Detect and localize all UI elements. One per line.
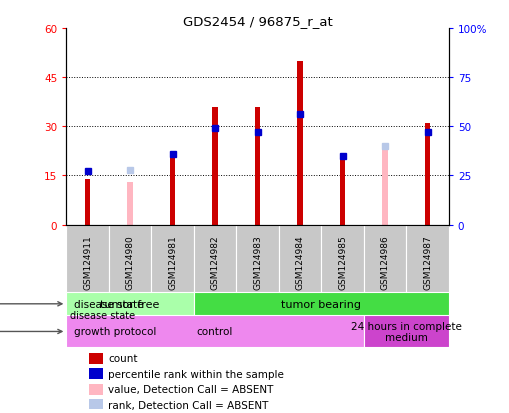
FancyBboxPatch shape bbox=[66, 316, 363, 348]
Text: count: count bbox=[108, 354, 137, 363]
Bar bbox=[85, 179, 90, 225]
Bar bbox=[89, 368, 102, 380]
Text: GSM124982: GSM124982 bbox=[210, 235, 219, 290]
FancyBboxPatch shape bbox=[321, 225, 363, 292]
FancyBboxPatch shape bbox=[193, 225, 236, 292]
Text: GSM124980: GSM124980 bbox=[125, 235, 134, 290]
Text: rank, Detection Call = ABSENT: rank, Detection Call = ABSENT bbox=[108, 400, 268, 410]
Bar bbox=[89, 384, 102, 395]
Text: percentile rank within the sample: percentile rank within the sample bbox=[108, 369, 284, 379]
Bar bbox=[127, 183, 132, 225]
Text: GSM124911: GSM124911 bbox=[83, 235, 92, 290]
Text: GSM124984: GSM124984 bbox=[295, 235, 304, 290]
Text: value, Detection Call = ABSENT: value, Detection Call = ABSENT bbox=[108, 384, 273, 394]
Text: disease state: disease state bbox=[70, 311, 135, 321]
FancyBboxPatch shape bbox=[193, 292, 448, 316]
FancyBboxPatch shape bbox=[363, 225, 406, 292]
Text: disease state: disease state bbox=[0, 299, 62, 309]
FancyBboxPatch shape bbox=[236, 225, 278, 292]
Text: GSM124987: GSM124987 bbox=[422, 235, 431, 290]
Text: growth protocol: growth protocol bbox=[74, 327, 156, 337]
FancyBboxPatch shape bbox=[108, 225, 151, 292]
Text: growth protocol: growth protocol bbox=[0, 327, 62, 337]
Text: GSM124983: GSM124983 bbox=[252, 235, 262, 290]
Text: disease state: disease state bbox=[74, 299, 143, 309]
Text: control: control bbox=[196, 327, 233, 337]
FancyBboxPatch shape bbox=[66, 292, 193, 316]
Title: GDS2454 / 96875_r_at: GDS2454 / 96875_r_at bbox=[182, 15, 332, 28]
Bar bbox=[254, 107, 260, 225]
Bar bbox=[297, 62, 302, 225]
FancyBboxPatch shape bbox=[66, 225, 108, 292]
Bar bbox=[382, 147, 387, 225]
Text: GSM124985: GSM124985 bbox=[337, 235, 346, 290]
FancyBboxPatch shape bbox=[151, 225, 193, 292]
Text: GSM124981: GSM124981 bbox=[168, 235, 177, 290]
Bar bbox=[212, 107, 217, 225]
Text: GSM124986: GSM124986 bbox=[380, 235, 389, 290]
FancyBboxPatch shape bbox=[278, 225, 321, 292]
Text: 24 hours in complete
medium: 24 hours in complete medium bbox=[350, 321, 461, 342]
Bar bbox=[89, 399, 102, 410]
Bar bbox=[89, 353, 102, 364]
Bar bbox=[169, 157, 175, 225]
Text: tumor bearing: tumor bearing bbox=[281, 299, 360, 309]
FancyBboxPatch shape bbox=[363, 316, 448, 348]
FancyBboxPatch shape bbox=[406, 225, 448, 292]
Text: tumor free: tumor free bbox=[100, 299, 159, 309]
Bar bbox=[424, 124, 429, 225]
Bar bbox=[340, 160, 345, 225]
